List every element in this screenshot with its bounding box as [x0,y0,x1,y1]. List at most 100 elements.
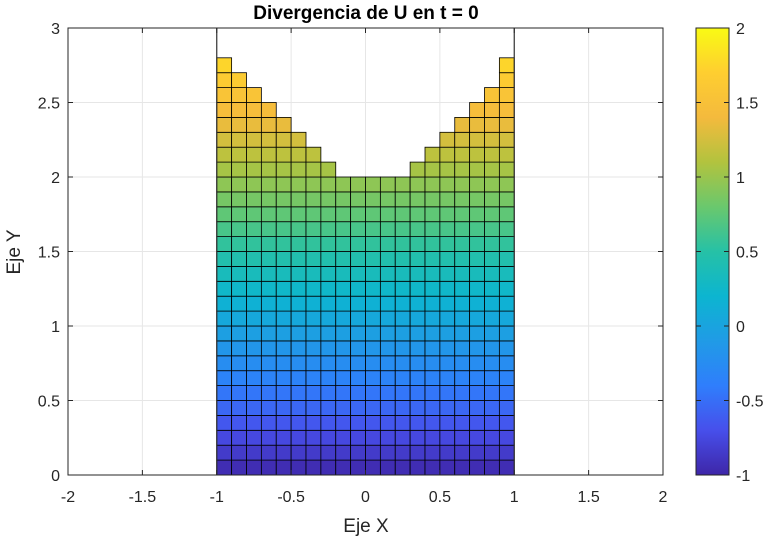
heatmap-cell [260,280,277,297]
heatmap-cell [216,176,233,193]
heatmap-cell [275,191,292,208]
heatmap-cell [484,221,500,237]
heatmap-cell [231,191,247,208]
heatmap-cell [335,265,352,282]
heatmap-cell [350,265,366,282]
heatmap-cell [260,102,277,118]
heatmap-cell [498,221,515,237]
heatmap-cell [484,385,500,401]
heatmap-cell [409,340,426,357]
heatmap-cell [365,206,381,223]
heatmap-cell [290,459,307,475]
heatmap-cell [335,429,352,446]
heatmap-cell [498,459,515,475]
heatmap-cell [350,340,366,357]
heatmap-cell [275,131,292,148]
heatmap-cell [305,355,322,372]
colorbar: -1 -0.5 0 0.5 1 1.5 2 [695,21,764,485]
heatmap-cell [350,429,366,446]
heatmap-cell [454,444,471,461]
heatmap-cell [424,236,441,252]
heatmap-cell [290,295,307,312]
heatmap-cell [305,161,322,178]
heatmap-cell [350,444,366,461]
heatmap-cell [379,414,396,431]
heatmap-cell [394,191,411,208]
heatmap-cell [275,310,292,327]
heatmap-cell [365,295,381,312]
heatmap-cell [350,176,366,193]
heatmap-cell [454,161,471,178]
heatmap-cell [275,355,292,372]
heatmap-cell [469,102,485,118]
heatmap-cell [424,191,441,208]
heatmap-cell [231,400,247,416]
heatmap-cell [246,251,262,267]
heatmap-cell [394,265,411,282]
heatmap-cell [379,295,396,312]
heatmap-cell [260,251,277,267]
heatmap-cell [260,295,277,312]
heatmap-cell [409,444,426,461]
heatmap-cell [498,265,515,282]
heatmap-cell [305,414,322,431]
heatmap-cell [454,385,471,401]
y-axis-ticks: 0 0.5 1 1.5 2 2.5 3 [38,21,663,485]
heatmap-cell [290,385,307,401]
heatmap-cell [454,131,471,148]
heatmap-cell [394,429,411,446]
heatmap-cell [409,191,426,208]
y-tick-label: 2.5 [38,96,60,113]
y-tick-label: 1 [51,319,60,336]
heatmap-cell [320,310,337,327]
heatmap-cell [350,206,366,223]
heatmap-cell [260,310,277,327]
colorbar-tick-label: 2 [736,21,745,38]
heatmap-cell [231,146,247,163]
heatmap-cell [231,295,247,312]
heatmap-cell [231,414,247,431]
heatmap-cell [260,191,277,208]
heatmap-cell [290,221,307,237]
heatmap-cell [246,340,262,357]
heatmap-cell [216,236,233,252]
heatmap-cell [409,236,426,252]
heatmap-cell [365,385,381,401]
heatmap-cell [379,280,396,297]
heatmap-cell [484,146,500,163]
colorbar-tick-label: -1 [736,468,750,485]
x-tick-label: 1 [510,489,519,506]
heatmap-cell [290,400,307,416]
heatmap-cell [469,265,485,282]
heatmap-cell [439,295,456,312]
heatmap-cell [439,221,456,237]
heatmap-cell [320,340,337,357]
heatmap-cell [216,251,233,267]
heatmap-cell [394,444,411,461]
heatmap-cell [469,444,485,461]
heatmap-cell [260,161,277,178]
heatmap-cell [498,206,515,223]
heatmap-cell [365,414,381,431]
heatmap-cell [409,176,426,193]
heatmap-cell [365,459,381,475]
heatmap-cell [469,146,485,163]
heatmap-cell [335,340,352,357]
colorbar-tick-label: 0 [736,319,745,336]
heatmap-cell [409,370,426,387]
heatmap-cell [394,340,411,357]
chart-title: Divergencia de U en t = 0 [253,3,478,24]
heatmap-cell [246,429,262,446]
heatmap-cell [469,131,485,148]
heatmap-cell [216,355,233,372]
heatmap-cell [484,176,500,193]
heatmap-cell [290,444,307,461]
heatmap-cell [409,400,426,416]
heatmap-cell [231,206,247,223]
heatmap-cell [484,161,500,178]
heatmap-cell [469,295,485,312]
heatmap-cell [231,176,247,193]
heatmap-cell [469,221,485,237]
heatmap-cell [454,280,471,297]
heatmap-cell [216,400,233,416]
